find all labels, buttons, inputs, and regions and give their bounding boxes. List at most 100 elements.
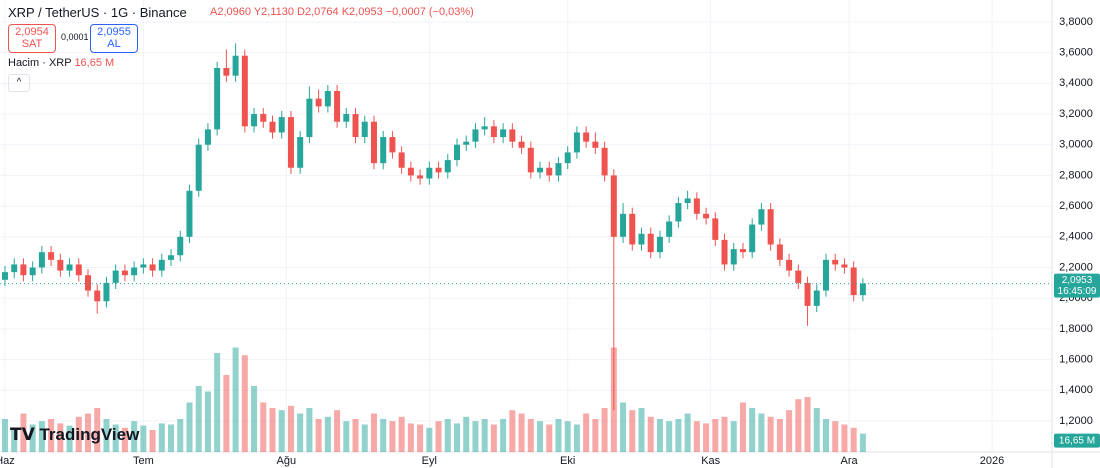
volume-bar: [232, 347, 239, 452]
volume-bar: [112, 424, 119, 452]
candle-body: [509, 129, 516, 142]
candle-body: [693, 198, 700, 214]
volume-bar: [214, 353, 221, 452]
volume-bar: [850, 427, 857, 452]
candle-body: [158, 259, 165, 271]
volume-bar: [758, 413, 765, 452]
volume-bar: [822, 419, 829, 452]
volume-bar: [693, 421, 700, 452]
volume-bar: [223, 375, 230, 452]
symbol[interactable]: XRP / TetherUS · 1G · Binance: [8, 5, 187, 20]
candle-body: [712, 218, 719, 240]
candle-body: [11, 264, 18, 273]
x-tick-label: Eyl: [422, 455, 437, 467]
candle-body: [315, 98, 322, 107]
logo-text: TradingView: [39, 425, 140, 444]
candle-body: [417, 175, 424, 179]
volume-bar: [75, 416, 82, 452]
candle-body: [380, 137, 387, 164]
volume-bar: [647, 416, 654, 452]
candle-body: [269, 121, 276, 133]
x-tick-label: Ağu: [277, 455, 297, 467]
buy-price: 2,0955: [97, 26, 131, 38]
volume-bar: [703, 423, 710, 452]
volume-bar: [472, 421, 479, 452]
candle-body: [675, 203, 682, 222]
volume-bar: [149, 430, 156, 452]
candle-body: [592, 141, 599, 148]
volume-bar: [158, 423, 165, 452]
volume-bar: [103, 419, 110, 452]
candle-body: [426, 167, 433, 179]
volume-bar: [85, 413, 92, 452]
candle-body: [859, 283, 866, 296]
volume-bar: [140, 425, 147, 452]
volume-value: 16,65 M: [74, 57, 115, 69]
x-tick-label: Kas: [701, 455, 720, 467]
candle-body: [85, 275, 92, 291]
candle-body: [638, 233, 645, 245]
candle-body: [48, 252, 55, 260]
volume-bar: [94, 408, 101, 452]
y-tick-label: 2,6000: [1059, 200, 1093, 212]
candle-body: [656, 236, 663, 253]
candle-body: [103, 282, 110, 302]
candle-body: [583, 132, 590, 142]
volume-bar: [444, 419, 451, 452]
candle-body: [306, 98, 313, 138]
volume-bar: [66, 425, 73, 452]
candle-body: [850, 267, 857, 296]
volume-bar: [260, 402, 267, 452]
volume-bar: [620, 402, 627, 452]
candle-body: [112, 270, 119, 283]
collapse-button[interactable]: ^: [8, 74, 30, 92]
volume-bar: [11, 427, 18, 452]
buy-label: AL: [107, 38, 121, 50]
candle-body: [370, 121, 377, 164]
volume-bar: [269, 408, 276, 452]
y-tick-label: 2,4000: [1059, 231, 1093, 243]
candle-body: [601, 147, 608, 176]
candle-body: [795, 270, 802, 283]
volume-bar: [204, 391, 211, 452]
volume-bar: [20, 413, 27, 452]
countdown-label: 16:45:09: [1058, 286, 1097, 297]
volume-bar: [546, 424, 553, 452]
buy-button[interactable]: 2,0955 AL: [90, 24, 138, 53]
volume-bar: [389, 421, 396, 452]
volume-bar: [343, 421, 350, 452]
logo[interactable]: 𝗧𝗩 TradingView: [10, 425, 140, 444]
volume-bar: [398, 416, 405, 452]
candle-body: [537, 167, 544, 173]
candle-body: [361, 121, 368, 138]
sell-button[interactable]: 2,0954 SAT: [8, 24, 56, 53]
volume-bar: [38, 421, 45, 452]
volume-bar: [813, 408, 820, 452]
volume-bar: [1, 419, 8, 452]
sell-price: 2,0954: [15, 26, 49, 38]
candle-body: [555, 163, 562, 176]
candle-body: [407, 167, 414, 176]
candle-body: [20, 264, 27, 276]
volume-bar: [453, 423, 460, 452]
y-tick-label: 3,8000: [1059, 16, 1093, 28]
volume-bar: [287, 405, 294, 452]
candle-body: [149, 264, 156, 271]
candle-body: [140, 264, 147, 268]
candle-body: [297, 137, 304, 168]
candle-body: [573, 132, 580, 153]
volume-bar: [721, 416, 728, 452]
y-tick-label: 2,2000: [1059, 261, 1093, 273]
volume-bar: [786, 410, 793, 452]
candle-body: [168, 255, 175, 260]
candle-body: [786, 259, 793, 271]
candle-body: [472, 129, 479, 142]
volume-bar: [168, 424, 175, 452]
volume-bar: [121, 427, 128, 452]
candle-body: [822, 259, 829, 291]
volume-bar: [297, 413, 304, 452]
candle-body: [214, 67, 221, 130]
volume-bar: [324, 416, 331, 452]
candle-body: [564, 152, 571, 164]
